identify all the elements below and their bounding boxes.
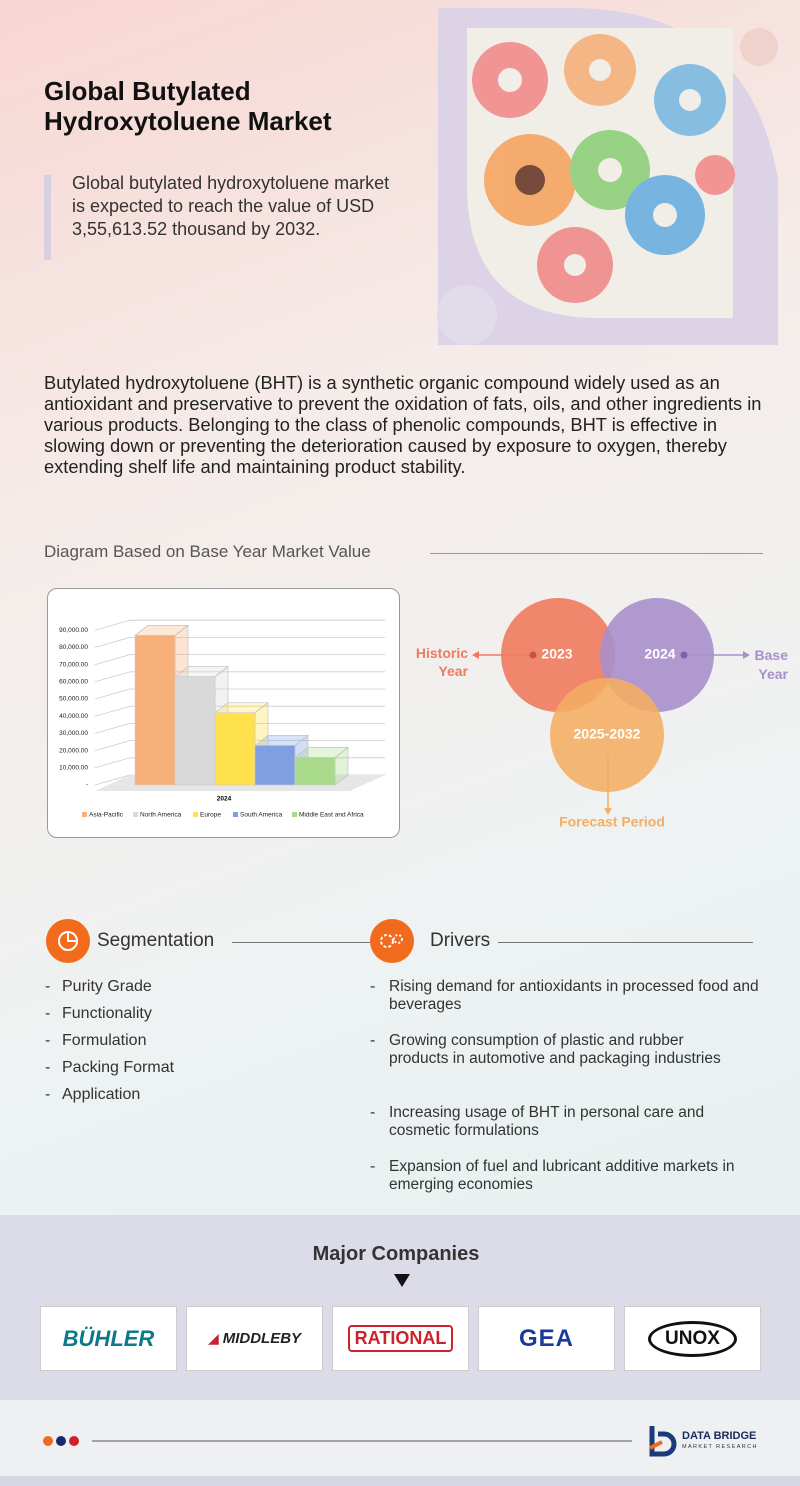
- grid-line: [94, 705, 385, 717]
- base-year: 2024: [644, 646, 675, 662]
- grid-line: [94, 637, 385, 648]
- bar-front: [214, 712, 256, 786]
- logo-text: MIDDLEBY: [222, 1330, 302, 1347]
- grid-line: [94, 688, 385, 700]
- description: Butylated hydroxytoluene (BHT) is a synt…: [44, 372, 762, 477]
- segment-item: Application: [62, 1086, 141, 1103]
- legend-swatch: [133, 812, 138, 817]
- company-logo: UNOX: [624, 1306, 761, 1371]
- segment-item: Packing Format: [62, 1059, 175, 1076]
- bar-front: [134, 635, 176, 786]
- historic-label: Historic Year: [415, 645, 468, 679]
- logo-text: GEA: [518, 1324, 574, 1352]
- driver-item: Expansion of fuel and lubricant additive…: [389, 1158, 735, 1193]
- y-tick-label: 40,000.00: [59, 713, 88, 720]
- logo-text: BÜHLER: [62, 1325, 155, 1351]
- legend-swatch: [82, 812, 87, 817]
- diagram-heading: Diagram Based on Base Year Market Value: [44, 542, 371, 561]
- historic-year: 2023: [541, 646, 572, 662]
- arrow: [394, 1274, 410, 1287]
- y-tick-label: 90,000.00: [59, 627, 88, 634]
- page-title: Global Butylated Hydroxytoluene Market: [44, 76, 332, 136]
- footer-strip: [0, 1476, 800, 1486]
- company-logo: BÜHLER: [40, 1306, 177, 1371]
- y-tick-label: 30,000.00: [59, 730, 88, 737]
- legend-label: Europe: [200, 812, 221, 819]
- y-tick-label: 50,000.00: [59, 696, 88, 703]
- driver-item: Rising demand for antioxidants in proces…: [389, 978, 759, 1013]
- bar-front: [254, 745, 296, 786]
- timeline-diagram: 2023 2024 2025-2032 Historic Year Base Y…: [415, 598, 788, 830]
- summary: Global butylated hydroxytoluene market i…: [72, 173, 390, 239]
- hero-graphic: [437, 8, 778, 345]
- y-tick-label: 70,000.00: [59, 661, 88, 668]
- footer: [0, 1400, 800, 1476]
- footer-decor: [43, 1436, 632, 1446]
- brand: DATA BRIDGE: [682, 1430, 757, 1442]
- segmentation-icon: [46, 919, 90, 963]
- quote-bar: [44, 175, 51, 260]
- legend-label: Middle East and Africa: [299, 812, 364, 819]
- divider: [430, 553, 763, 554]
- brand-icon: [649, 1426, 677, 1457]
- grid-line: [94, 723, 385, 734]
- base-label: Base Year: [754, 647, 788, 682]
- y-tick-label: 60,000.00: [59, 679, 88, 686]
- grid-line: [94, 671, 385, 683]
- bar: [294, 746, 349, 786]
- bar-front: [174, 676, 216, 786]
- divider: [232, 942, 370, 943]
- forecast-label: Forecast Period: [559, 814, 665, 830]
- grid-line: [94, 654, 385, 665]
- divider: [498, 942, 753, 943]
- grid-line: [94, 619, 385, 631]
- y-tick-label: 80,000.00: [59, 644, 88, 651]
- legend-swatch: [193, 812, 198, 817]
- logo-text: RATIONAL: [347, 1325, 454, 1352]
- forecast-years: 2025-2032: [574, 726, 641, 742]
- drivers-icon: [370, 919, 414, 963]
- x-tick-label: 2024: [217, 796, 232, 803]
- bar-front: [294, 757, 336, 786]
- chart: - 10,000.00 20,000.00 30,000.00 40,000.00 50,…: [59, 619, 385, 819]
- segment-item: Purity Grade: [62, 978, 152, 995]
- company-logo: ◢ MIDDLEBY: [186, 1306, 323, 1371]
- company-logo: RATIONAL: [332, 1306, 469, 1371]
- companies-title: Major Companies: [312, 1243, 480, 1265]
- brand-tagline: MARKET RESEARCH: [682, 1444, 758, 1450]
- y-tick-label: -: [86, 782, 88, 789]
- segmentation-title: Segmentation: [97, 930, 215, 951]
- legend-label: North America: [140, 812, 182, 819]
- y-tick-label: 20,000.00: [59, 747, 88, 754]
- company-logo: GEA: [478, 1306, 615, 1371]
- legend-label: Asia-Pacific: [89, 812, 124, 819]
- forecast-circle: [550, 678, 664, 792]
- legend-label: South America: [240, 812, 283, 819]
- grid-line: [94, 740, 385, 751]
- segment-item: Functionality: [62, 1005, 152, 1022]
- driver-item: Growing consumption of plastic and rubbe…: [389, 1032, 721, 1067]
- driver-item: Increasing usage of BHT in personal care…: [389, 1104, 705, 1139]
- legend-swatch: [292, 812, 297, 817]
- segment-item: Formulation: [62, 1032, 147, 1049]
- logo-text: UNOX: [648, 1320, 737, 1357]
- drivers-title: Drivers: [430, 930, 491, 951]
- y-tick-label: 10,000.00: [59, 765, 88, 772]
- legend-swatch: [233, 812, 238, 817]
